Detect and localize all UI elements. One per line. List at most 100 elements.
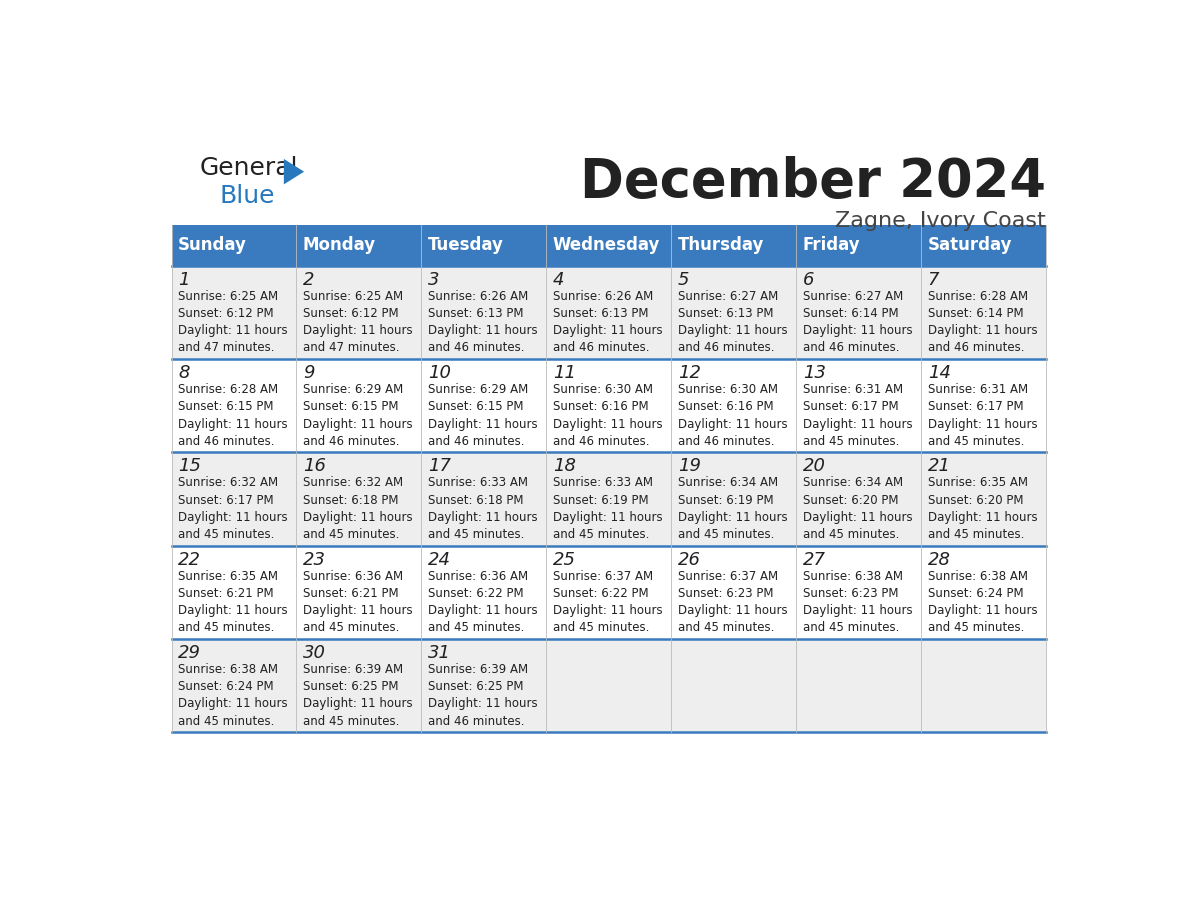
Text: Sunset: 6:23 PM: Sunset: 6:23 PM — [678, 587, 773, 599]
Text: and 45 minutes.: and 45 minutes. — [928, 621, 1024, 634]
Text: and 46 minutes.: and 46 minutes. — [428, 435, 524, 448]
Bar — [671, 265, 796, 359]
Text: Sunrise: 6:29 AM: Sunrise: 6:29 AM — [303, 383, 403, 396]
Text: Sunset: 6:17 PM: Sunset: 6:17 PM — [928, 400, 1023, 413]
Text: and 47 minutes.: and 47 minutes. — [178, 341, 274, 354]
Text: Sunset: 6:15 PM: Sunset: 6:15 PM — [303, 400, 398, 413]
Bar — [171, 453, 297, 545]
Text: Daylight: 11 hours: Daylight: 11 hours — [303, 324, 412, 337]
Text: Sunset: 6:16 PM: Sunset: 6:16 PM — [678, 400, 773, 413]
Text: 16: 16 — [303, 457, 326, 476]
Text: Sunset: 6:17 PM: Sunset: 6:17 PM — [803, 400, 898, 413]
Text: Sunrise: 6:27 AM: Sunrise: 6:27 AM — [803, 290, 903, 303]
Text: and 45 minutes.: and 45 minutes. — [678, 528, 775, 541]
Text: Daylight: 11 hours: Daylight: 11 hours — [678, 604, 788, 617]
Text: and 46 minutes.: and 46 minutes. — [803, 341, 899, 354]
Text: Sunday: Sunday — [178, 236, 247, 254]
Text: Daylight: 11 hours: Daylight: 11 hours — [803, 604, 912, 617]
Text: and 46 minutes.: and 46 minutes. — [428, 715, 524, 728]
Text: Sunset: 6:21 PM: Sunset: 6:21 PM — [303, 587, 398, 599]
Text: 7: 7 — [928, 271, 940, 288]
Text: Sunrise: 6:33 AM: Sunrise: 6:33 AM — [552, 476, 653, 489]
Text: Sunrise: 6:27 AM: Sunrise: 6:27 AM — [678, 290, 778, 303]
Text: 11: 11 — [552, 364, 576, 382]
Text: Sunrise: 6:34 AM: Sunrise: 6:34 AM — [803, 476, 903, 489]
Text: 30: 30 — [303, 644, 326, 662]
Text: Sunset: 6:22 PM: Sunset: 6:22 PM — [428, 587, 524, 599]
Text: Daylight: 11 hours: Daylight: 11 hours — [178, 604, 287, 617]
Text: 4: 4 — [552, 271, 564, 288]
Text: Sunrise: 6:28 AM: Sunrise: 6:28 AM — [928, 290, 1028, 303]
Text: Sunset: 6:25 PM: Sunset: 6:25 PM — [428, 680, 524, 693]
Text: and 46 minutes.: and 46 minutes. — [552, 435, 650, 448]
Text: Sunset: 6:20 PM: Sunset: 6:20 PM — [928, 494, 1023, 507]
Text: Sunset: 6:18 PM: Sunset: 6:18 PM — [303, 494, 398, 507]
Text: General: General — [200, 156, 298, 180]
Text: 18: 18 — [552, 457, 576, 476]
Text: and 45 minutes.: and 45 minutes. — [303, 528, 399, 541]
Text: 31: 31 — [428, 644, 451, 662]
Text: 12: 12 — [678, 364, 701, 382]
Text: Daylight: 11 hours: Daylight: 11 hours — [678, 510, 788, 524]
Text: Sunset: 6:24 PM: Sunset: 6:24 PM — [928, 587, 1023, 599]
Text: 17: 17 — [428, 457, 451, 476]
Bar — [921, 545, 1047, 639]
Text: Daylight: 11 hours: Daylight: 11 hours — [928, 324, 1037, 337]
Bar — [796, 639, 921, 733]
Text: Sunrise: 6:39 AM: Sunrise: 6:39 AM — [303, 663, 403, 676]
Text: Sunrise: 6:31 AM: Sunrise: 6:31 AM — [928, 383, 1028, 396]
Text: Sunrise: 6:32 AM: Sunrise: 6:32 AM — [303, 476, 403, 489]
Text: and 45 minutes.: and 45 minutes. — [428, 528, 524, 541]
Text: 2: 2 — [303, 271, 315, 288]
Text: 1: 1 — [178, 271, 189, 288]
Text: Sunrise: 6:25 AM: Sunrise: 6:25 AM — [178, 290, 278, 303]
Text: Daylight: 11 hours: Daylight: 11 hours — [178, 510, 287, 524]
Text: 3: 3 — [428, 271, 440, 288]
Text: 5: 5 — [678, 271, 689, 288]
Bar — [796, 265, 921, 359]
Bar — [546, 453, 671, 545]
Text: and 45 minutes.: and 45 minutes. — [178, 621, 274, 634]
Text: Sunrise: 6:37 AM: Sunrise: 6:37 AM — [552, 569, 653, 583]
Text: Daylight: 11 hours: Daylight: 11 hours — [428, 698, 537, 711]
Text: Daylight: 11 hours: Daylight: 11 hours — [303, 418, 412, 431]
Bar — [671, 545, 796, 639]
Text: Sunrise: 6:26 AM: Sunrise: 6:26 AM — [552, 290, 653, 303]
Text: Daylight: 11 hours: Daylight: 11 hours — [928, 418, 1037, 431]
Bar — [297, 225, 422, 265]
Bar — [297, 265, 422, 359]
Bar — [297, 639, 422, 733]
Text: Sunset: 6:25 PM: Sunset: 6:25 PM — [303, 680, 398, 693]
Text: Daylight: 11 hours: Daylight: 11 hours — [178, 418, 287, 431]
Bar — [546, 359, 671, 453]
Text: 8: 8 — [178, 364, 189, 382]
Text: Daylight: 11 hours: Daylight: 11 hours — [552, 418, 663, 431]
Bar — [171, 265, 297, 359]
Text: Sunset: 6:18 PM: Sunset: 6:18 PM — [428, 494, 524, 507]
Text: and 45 minutes.: and 45 minutes. — [803, 621, 899, 634]
Text: and 46 minutes.: and 46 minutes. — [178, 435, 274, 448]
Text: Daylight: 11 hours: Daylight: 11 hours — [552, 324, 663, 337]
Text: Wednesday: Wednesday — [552, 236, 661, 254]
Text: Sunset: 6:23 PM: Sunset: 6:23 PM — [803, 587, 898, 599]
Text: Daylight: 11 hours: Daylight: 11 hours — [428, 324, 537, 337]
Text: 10: 10 — [428, 364, 451, 382]
Bar — [671, 639, 796, 733]
Text: and 47 minutes.: and 47 minutes. — [303, 341, 399, 354]
Text: and 46 minutes.: and 46 minutes. — [552, 341, 650, 354]
Text: Sunrise: 6:39 AM: Sunrise: 6:39 AM — [428, 663, 527, 676]
Text: Daylight: 11 hours: Daylight: 11 hours — [178, 698, 287, 711]
Text: Sunrise: 6:30 AM: Sunrise: 6:30 AM — [552, 383, 653, 396]
Text: Sunrise: 6:36 AM: Sunrise: 6:36 AM — [303, 569, 403, 583]
Bar — [796, 453, 921, 545]
Polygon shape — [284, 159, 304, 185]
Bar — [671, 453, 796, 545]
Bar — [171, 225, 297, 265]
Text: 15: 15 — [178, 457, 201, 476]
Text: Daylight: 11 hours: Daylight: 11 hours — [552, 510, 663, 524]
Text: Daylight: 11 hours: Daylight: 11 hours — [803, 510, 912, 524]
Text: Sunrise: 6:33 AM: Sunrise: 6:33 AM — [428, 476, 527, 489]
Text: Sunset: 6:19 PM: Sunset: 6:19 PM — [552, 494, 649, 507]
Bar — [921, 265, 1047, 359]
Text: Daylight: 11 hours: Daylight: 11 hours — [428, 418, 537, 431]
